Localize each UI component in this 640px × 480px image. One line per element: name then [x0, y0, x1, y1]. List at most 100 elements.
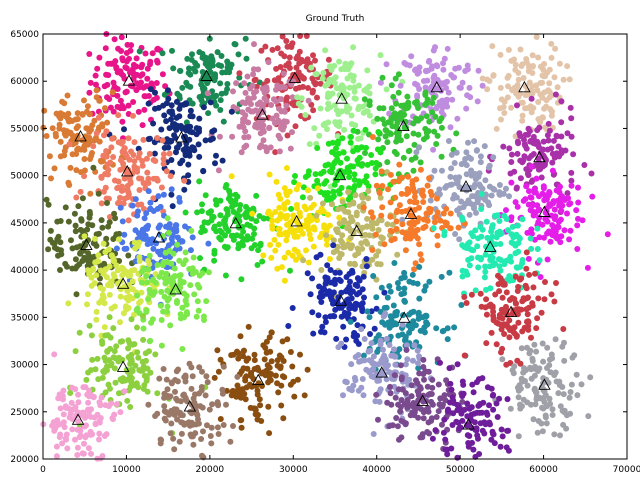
data-point — [224, 58, 231, 65]
data-point — [437, 395, 444, 402]
data-point — [558, 150, 565, 157]
data-point — [496, 314, 503, 321]
data-point — [212, 71, 218, 78]
data-point — [558, 133, 565, 140]
data-point — [539, 340, 546, 347]
data-point — [160, 366, 167, 372]
data-point — [156, 273, 163, 280]
data-point — [184, 124, 191, 130]
data-point — [194, 298, 201, 305]
data-point — [402, 361, 409, 368]
data-point — [308, 64, 315, 71]
data-point — [535, 54, 542, 61]
data-point — [548, 54, 555, 61]
data-point — [176, 194, 183, 201]
data-point — [413, 199, 420, 206]
data-point — [200, 428, 206, 435]
data-point — [440, 429, 447, 436]
data-point — [494, 212, 501, 219]
data-point — [214, 424, 221, 431]
data-point — [187, 113, 194, 120]
data-point — [483, 296, 490, 303]
data-point — [566, 201, 573, 208]
data-point — [243, 142, 250, 149]
data-point — [188, 56, 195, 63]
centroid-marker — [116, 277, 130, 289]
data-point — [171, 406, 178, 413]
data-point — [118, 264, 125, 271]
data-point — [536, 394, 543, 401]
data-point — [552, 336, 559, 343]
data-point — [400, 154, 407, 161]
data-point — [493, 125, 500, 132]
data-point — [436, 186, 443, 193]
data-point — [103, 235, 110, 242]
data-point — [202, 392, 209, 399]
data-point — [347, 214, 354, 221]
data-point — [76, 261, 83, 268]
data-point — [220, 363, 227, 370]
data-point — [422, 283, 429, 290]
data-point — [81, 256, 88, 263]
data-point — [301, 203, 308, 210]
data-point — [366, 314, 373, 321]
data-point — [255, 411, 261, 418]
data-point — [490, 391, 497, 398]
data-point — [528, 401, 534, 408]
data-point — [241, 116, 248, 123]
data-point — [430, 225, 437, 232]
data-point — [237, 202, 244, 208]
data-point — [113, 245, 120, 252]
data-point — [183, 301, 190, 308]
data-point — [427, 206, 434, 213]
data-point — [456, 84, 463, 91]
data-point — [149, 50, 156, 57]
data-point — [509, 223, 516, 230]
data-point — [431, 167, 438, 174]
data-point — [555, 143, 562, 150]
data-point — [344, 164, 351, 171]
data-point — [533, 348, 540, 355]
data-point — [427, 197, 434, 204]
data-point — [131, 166, 138, 173]
data-point — [331, 102, 338, 109]
data-point — [388, 313, 395, 320]
data-point — [106, 214, 113, 220]
data-point — [75, 145, 82, 152]
data-point — [525, 294, 531, 301]
data-point — [141, 372, 148, 379]
data-point — [478, 255, 484, 261]
data-point — [532, 270, 538, 277]
data-point — [130, 70, 137, 77]
data-point — [208, 440, 215, 447]
data-point — [200, 313, 207, 320]
data-point — [416, 353, 422, 360]
centroid-marker — [518, 80, 531, 93]
data-point — [296, 209, 303, 216]
data-point — [145, 296, 152, 303]
data-point — [135, 108, 142, 115]
data-point — [173, 114, 180, 121]
data-point — [321, 329, 328, 336]
data-point — [446, 269, 453, 276]
data-point — [189, 433, 196, 440]
data-point — [75, 399, 82, 406]
data-point — [542, 279, 548, 285]
centroid-layer — [71, 69, 551, 430]
data-point — [86, 214, 93, 221]
data-point — [160, 151, 167, 158]
data-point — [161, 403, 168, 410]
data-point — [348, 133, 354, 140]
data-point — [544, 344, 551, 351]
data-point — [489, 428, 496, 435]
data-point — [169, 226, 176, 233]
data-point — [338, 66, 345, 73]
data-point — [266, 125, 273, 132]
data-point — [266, 430, 273, 437]
data-point — [69, 245, 76, 252]
data-point — [525, 201, 532, 208]
data-point — [319, 200, 326, 207]
data-point — [514, 102, 520, 109]
data-point — [374, 146, 381, 153]
data-point — [130, 61, 137, 68]
